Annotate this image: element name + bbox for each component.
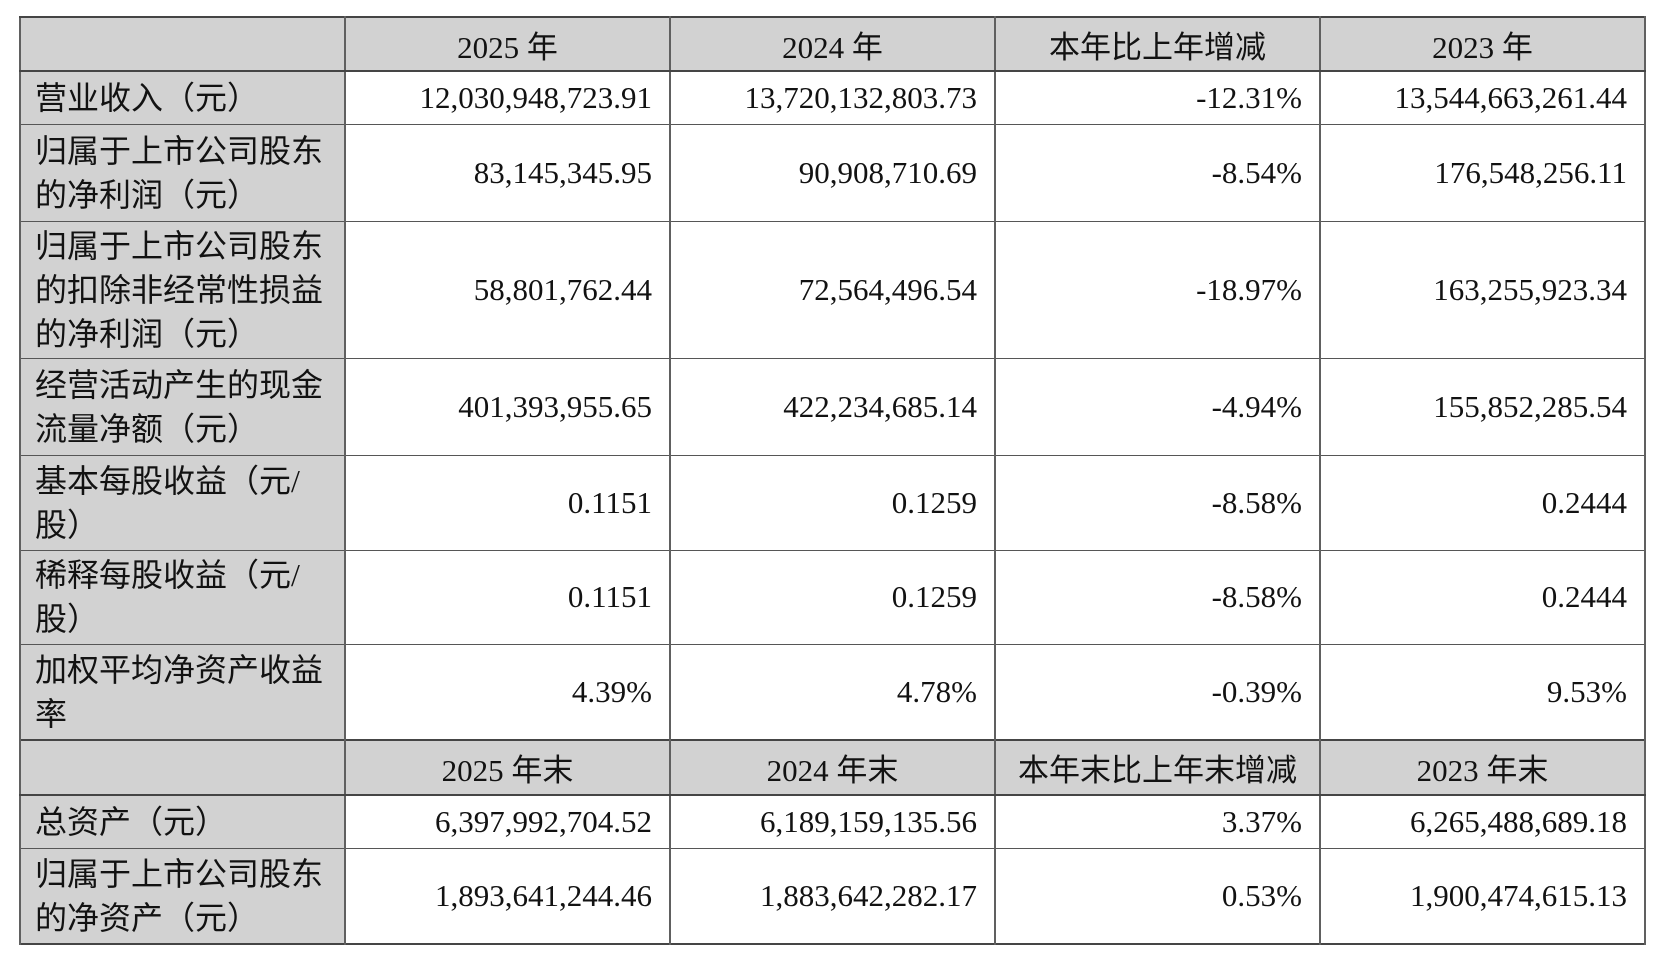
cell-value: -8.58% bbox=[994, 454, 1321, 551]
cell-value: 0.1151 bbox=[344, 549, 671, 645]
table-row-net-assets-attributable: 归属于上市公司股东 的净资产（元） 1,893,641,244.46 1,883… bbox=[19, 847, 1646, 945]
cell-value: 4.78% bbox=[669, 643, 996, 741]
table-row-operating-revenue: 营业收入（元） 12,030,948,723.91 13,720,132,803… bbox=[19, 70, 1646, 125]
cell-value: 176,548,256.11 bbox=[1319, 123, 1646, 222]
table-row-net-profit-excl-nonrecurring: 归属于上市公司股东 的扣除非经常性损益 的净利润（元） 58,801,762.4… bbox=[19, 220, 1646, 359]
cell-value: 422,234,685.14 bbox=[669, 357, 996, 456]
table-row-basic-eps: 基本每股收益（元/ 股） 0.1151 0.1259 -8.58% 0.2444 bbox=[19, 454, 1646, 551]
row-label: 总资产（元） bbox=[19, 794, 346, 849]
cell-value: 1,900,474,615.13 bbox=[1319, 847, 1646, 945]
period-end-header-corner-cell bbox=[19, 739, 346, 796]
cell-value: 9.53% bbox=[1319, 643, 1646, 741]
cell-value: 401,393,955.65 bbox=[344, 357, 671, 456]
row-label: 归属于上市公司股东 的扣除非经常性损益 的净利润（元） bbox=[19, 220, 346, 359]
row-label: 归属于上市公司股东 的净利润（元） bbox=[19, 123, 346, 222]
cell-value: 0.53% bbox=[994, 847, 1321, 945]
cell-value: 3.37% bbox=[994, 794, 1321, 849]
cell-value: 90,908,710.69 bbox=[669, 123, 996, 222]
cell-value: 0.1259 bbox=[669, 549, 996, 645]
cell-value: -0.39% bbox=[994, 643, 1321, 741]
cell-value: 72,564,496.54 bbox=[669, 220, 996, 359]
row-label: 基本每股收益（元/ 股） bbox=[19, 454, 346, 551]
cell-value: 0.2444 bbox=[1319, 549, 1646, 645]
cell-value: 1,883,642,282.17 bbox=[669, 847, 996, 945]
cell-value: 13,544,663,261.44 bbox=[1319, 70, 1646, 125]
row-label: 营业收入（元） bbox=[19, 70, 346, 125]
cell-value: 163,255,923.34 bbox=[1319, 220, 1646, 359]
column-header-2024: 2024 年 bbox=[669, 16, 996, 72]
row-label: 加权平均净资产收益 率 bbox=[19, 643, 346, 741]
cell-value: 0.2444 bbox=[1319, 454, 1646, 551]
cell-value: 58,801,762.44 bbox=[344, 220, 671, 359]
cell-value: -12.31% bbox=[994, 70, 1321, 125]
column-header-yoy-change: 本年比上年增减 bbox=[994, 16, 1321, 72]
column-header-2025-end: 2025 年末 bbox=[344, 739, 671, 796]
table-row-net-profit-attributable: 归属于上市公司股东 的净利润（元） 83,145,345.95 90,908,7… bbox=[19, 123, 1646, 222]
annual-header-corner-cell bbox=[19, 16, 346, 72]
cell-value: -4.94% bbox=[994, 357, 1321, 456]
column-header-2025: 2025 年 bbox=[344, 16, 671, 72]
cell-value: 0.1259 bbox=[669, 454, 996, 551]
column-header-2024-end: 2024 年末 bbox=[669, 739, 996, 796]
cell-value: 0.1151 bbox=[344, 454, 671, 551]
cell-value: 6,189,159,135.56 bbox=[669, 794, 996, 849]
column-header-2023: 2023 年 bbox=[1319, 16, 1646, 72]
cell-value: 6,397,992,704.52 bbox=[344, 794, 671, 849]
cell-value: 1,893,641,244.46 bbox=[344, 847, 671, 945]
column-header-period-end-change: 本年末比上年末增减 bbox=[994, 739, 1321, 796]
annual-header-row: 2025 年 2024 年 本年比上年增减 2023 年 bbox=[19, 16, 1646, 72]
cell-value: 155,852,285.54 bbox=[1319, 357, 1646, 456]
cell-value: 6,265,488,689.18 bbox=[1319, 794, 1646, 849]
column-header-2023-end: 2023 年末 bbox=[1319, 739, 1646, 796]
table-row-operating-cash-flow: 经营活动产生的现金 流量净额（元） 401,393,955.65 422,234… bbox=[19, 357, 1646, 456]
table-row-total-assets: 总资产（元） 6,397,992,704.52 6,189,159,135.56… bbox=[19, 794, 1646, 849]
period-end-header-row: 2025 年末 2024 年末 本年末比上年末增减 2023 年末 bbox=[19, 739, 1646, 796]
cell-value: -8.58% bbox=[994, 549, 1321, 645]
cell-value: 12,030,948,723.91 bbox=[344, 70, 671, 125]
cell-value: 83,145,345.95 bbox=[344, 123, 671, 222]
table-row-weighted-avg-roe: 加权平均净资产收益 率 4.39% 4.78% -0.39% 9.53% bbox=[19, 643, 1646, 741]
cell-value: 4.39% bbox=[344, 643, 671, 741]
cell-value: -18.97% bbox=[994, 220, 1321, 359]
cell-value: -8.54% bbox=[994, 123, 1321, 222]
table-row-diluted-eps: 稀释每股收益（元/ 股） 0.1151 0.1259 -8.58% 0.2444 bbox=[19, 549, 1646, 645]
row-label: 稀释每股收益（元/ 股） bbox=[19, 549, 346, 645]
row-label: 经营活动产生的现金 流量净额（元） bbox=[19, 357, 346, 456]
row-label: 归属于上市公司股东 的净资产（元） bbox=[19, 847, 346, 945]
cell-value: 13,720,132,803.73 bbox=[669, 70, 996, 125]
financial-summary-table: 2025 年 2024 年 本年比上年增减 2023 年 营业收入（元） 12,… bbox=[19, 16, 1646, 945]
